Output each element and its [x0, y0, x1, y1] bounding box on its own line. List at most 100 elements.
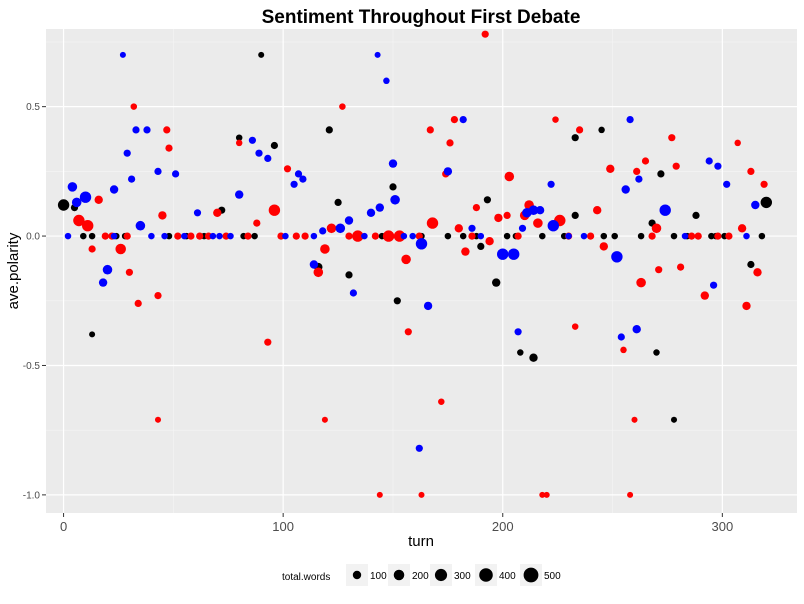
data-point-blue	[171, 170, 180, 178]
data-point-red	[446, 139, 454, 147]
data-point-red	[321, 416, 328, 423]
data-point-black	[334, 198, 342, 207]
legend-key-label: 400	[499, 571, 516, 582]
data-point-red	[760, 180, 768, 188]
data-point-red	[651, 223, 662, 234]
data-point-red	[620, 346, 627, 354]
legend-key-label: 100	[370, 571, 387, 582]
data-point-blue	[621, 185, 630, 194]
data-point-blue	[143, 126, 151, 134]
data-point-blue	[209, 232, 217, 240]
data-point-blue	[459, 115, 467, 124]
data-point-blue	[310, 232, 318, 240]
data-point-red	[714, 232, 722, 240]
data-point-blue	[535, 206, 545, 215]
data-point-red	[326, 223, 337, 234]
data-point-red	[382, 230, 395, 242]
data-point-black	[57, 199, 70, 211]
data-point-black	[251, 232, 258, 240]
data-point-black	[571, 211, 579, 220]
data-point-red	[539, 491, 546, 498]
data-point-red	[154, 291, 162, 300]
data-point-red	[631, 416, 638, 423]
data-point-blue	[123, 149, 131, 157]
data-point-blue	[714, 162, 722, 170]
data-point-blue	[375, 203, 384, 212]
data-point-blue	[282, 232, 289, 240]
data-point-red	[174, 232, 182, 240]
data-point-red	[163, 126, 171, 134]
data-point-red	[393, 230, 406, 242]
data-point-red	[627, 491, 634, 498]
data-point-blue	[580, 232, 588, 240]
data-point-red	[115, 243, 126, 255]
data-point-blue	[705, 157, 713, 165]
data-point-black	[653, 349, 660, 356]
data-point-blue	[294, 170, 303, 178]
data-point-red	[468, 232, 476, 240]
data-point-blue	[635, 175, 643, 183]
data-point-blue	[299, 175, 307, 183]
x-tick-label: 300	[711, 519, 733, 534]
data-point-blue	[497, 248, 509, 260]
data-point-red	[472, 203, 481, 212]
data-point-blue	[248, 136, 257, 144]
data-point-blue	[216, 232, 223, 240]
data-point-blue	[468, 224, 476, 232]
data-point-red	[438, 398, 445, 405]
data-point-red	[130, 103, 138, 110]
data-point-red	[636, 277, 646, 288]
data-point-black	[517, 349, 524, 356]
data-point-blue	[366, 208, 376, 217]
data-point-blue	[508, 248, 520, 260]
data-point-blue	[681, 232, 689, 240]
data-point-blue	[71, 197, 82, 208]
data-point-red	[426, 126, 434, 134]
data-point-black	[760, 196, 772, 209]
data-point-red	[461, 247, 470, 256]
data-point-blue	[154, 167, 162, 176]
data-point-red	[481, 30, 489, 38]
y-tick-label: -0.5	[23, 361, 41, 372]
data-point-blue	[659, 204, 671, 216]
data-point-blue	[743, 232, 750, 240]
data-point-black	[393, 297, 401, 305]
data-point-red	[655, 266, 663, 274]
data-point-red	[494, 213, 503, 223]
data-point-blue	[309, 260, 319, 269]
data-point-red	[694, 232, 702, 240]
data-point-red	[533, 218, 543, 228]
data-point-blue	[67, 182, 78, 192]
data-point-blue	[374, 51, 381, 58]
data-point-blue	[723, 180, 731, 188]
data-point-red	[543, 491, 550, 498]
data-point-blue	[161, 232, 168, 240]
data-point-red	[737, 224, 747, 233]
data-point-blue	[514, 328, 522, 336]
axis-ticks: 0 100 200 300 0.5 0.0 -0.5 -1.0	[23, 102, 733, 534]
data-point-red	[187, 232, 195, 240]
data-point-red	[196, 232, 204, 240]
data-point-blue	[102, 264, 113, 275]
data-point-blue	[235, 190, 244, 199]
data-point-blue	[632, 325, 641, 334]
data-point-blue	[547, 180, 555, 188]
data-point-red	[292, 232, 300, 240]
data-point-red	[313, 267, 324, 278]
x-axis-label: turn	[408, 533, 434, 550]
data-point-black	[80, 232, 87, 240]
data-point-black	[598, 126, 605, 134]
data-point-blue	[423, 301, 433, 311]
data-point-red	[454, 224, 463, 233]
data-point-blue	[547, 220, 559, 232]
data-point-black	[758, 232, 766, 240]
data-point-blue	[132, 126, 140, 134]
data-point-red	[571, 323, 579, 330]
data-point-red	[376, 491, 383, 498]
data-point-red	[371, 232, 380, 240]
legend: total.words 100 200 300 400 500	[282, 564, 561, 586]
data-point-red	[301, 232, 309, 240]
chart-title: Sentiment Throughout First Debate	[262, 7, 581, 28]
data-point-black	[637, 232, 645, 240]
